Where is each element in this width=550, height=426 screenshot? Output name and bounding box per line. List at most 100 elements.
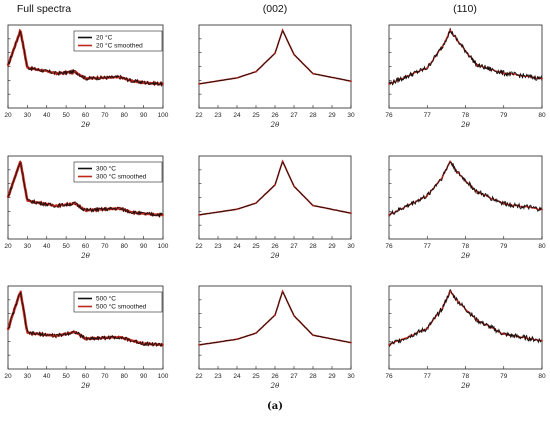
x-tick-label: 23 <box>214 112 222 119</box>
x-tick-label: 29 <box>328 243 336 250</box>
data-point <box>236 77 238 79</box>
series-line-smoothed <box>198 159 352 216</box>
x-tick-label: 23 <box>214 373 222 380</box>
x-tick-label: 77 <box>424 243 432 250</box>
x-tick-label: 27 <box>290 112 298 119</box>
x-tick-label: 29 <box>328 373 336 380</box>
data-point <box>55 72 58 75</box>
data-point <box>198 83 200 85</box>
x-tick-label: 28 <box>309 373 317 380</box>
data-point <box>118 207 121 210</box>
data-point <box>456 171 459 174</box>
x-tick-label: 80 <box>538 112 546 119</box>
x-tick-label: 78 <box>462 243 470 250</box>
data-point <box>198 214 200 216</box>
x-tick-label: 90 <box>140 243 148 250</box>
x-tick-label: 78 <box>462 373 470 380</box>
x-tick-label: 100 <box>158 112 169 119</box>
x-tick-label: 25 <box>252 243 260 250</box>
x-tick-label: 27 <box>290 373 298 380</box>
data-point <box>476 191 478 193</box>
column-title-002: (002) <box>263 3 288 15</box>
x-tick-label: 80 <box>121 112 129 119</box>
x-axis-label: 2θ <box>80 252 90 260</box>
data-point <box>255 70 257 73</box>
data-point <box>426 327 429 330</box>
data-point <box>198 344 200 346</box>
data-point <box>312 72 314 75</box>
x-tick-label: 100 <box>158 243 169 250</box>
data-point <box>441 45 444 48</box>
x-tick-label: 76 <box>385 112 393 119</box>
x-tick-label: 20 <box>4 243 12 250</box>
x-tick-label: 29 <box>328 112 336 119</box>
data-point <box>281 290 284 293</box>
x-tick-label: 60 <box>82 112 90 119</box>
data-point <box>274 52 276 55</box>
series-line-raw <box>388 28 543 86</box>
data-point <box>131 80 133 82</box>
data-point <box>449 160 452 163</box>
x-tick-label: 40 <box>43 243 51 250</box>
panel-6: 76 77 78 79 80 2θ <box>385 155 546 260</box>
legend-box <box>73 161 163 183</box>
data-point <box>142 342 145 345</box>
data-point <box>7 328 9 331</box>
data-point <box>456 40 459 42</box>
x-tick-label: 80 <box>121 373 129 380</box>
x-tick-label: 80 <box>538 373 546 380</box>
x-tick-label: 27 <box>290 243 298 250</box>
data-point <box>162 344 164 346</box>
data-point <box>456 300 459 303</box>
x-tick-label: 30 <box>24 112 32 119</box>
x-tick-label: 30 <box>347 373 355 380</box>
data-point <box>84 337 87 340</box>
x-tick-label: 79 <box>500 112 508 119</box>
plot-frame <box>198 285 352 370</box>
x-tick-label: 90 <box>140 373 148 380</box>
data-point <box>388 83 390 85</box>
x-tick-label: 28 <box>309 243 317 250</box>
series-line-smoothed <box>198 289 352 346</box>
legend-label: 500 °C <box>96 295 116 303</box>
panel-5: 22 23 24 25 26 27 28 29 30 2θ <box>195 155 355 260</box>
data-point <box>52 71 55 74</box>
x-tick-label: 78 <box>462 112 470 119</box>
data-point <box>541 339 543 342</box>
data-point <box>26 332 29 334</box>
data-point <box>293 185 295 188</box>
series-line-raw <box>199 290 352 346</box>
x-tick-label: 20 <box>4 373 12 380</box>
data-point <box>19 160 22 163</box>
x-tick-label: 24 <box>233 373 241 380</box>
data-point <box>541 77 543 80</box>
series-line-raw <box>388 288 543 348</box>
data-point <box>26 66 29 69</box>
x-tick-label: 60 <box>82 373 90 380</box>
x-tick-label: 26 <box>271 243 279 250</box>
data-point <box>350 341 352 344</box>
x-tick-label: 40 <box>43 373 51 380</box>
x-tick-label: 76 <box>385 373 393 380</box>
x-tick-label: 80 <box>538 243 546 250</box>
data-point <box>293 53 295 56</box>
plot-frame <box>388 155 543 240</box>
data-point <box>502 72 505 75</box>
x-tick-label: 22 <box>195 112 203 119</box>
data-point <box>426 66 429 69</box>
plot-frame <box>388 24 543 109</box>
x-tick-label: 100 <box>158 373 169 380</box>
data-point <box>312 204 314 207</box>
x-tick-label: 76 <box>385 243 393 250</box>
data-point <box>162 83 164 85</box>
data-point <box>118 336 121 338</box>
column-title-110: (110) <box>453 3 477 15</box>
plot-frame <box>198 155 352 240</box>
x-tick-label: 30 <box>24 373 32 380</box>
data-point <box>162 214 164 216</box>
data-point <box>449 290 452 293</box>
x-tick-label: 25 <box>252 373 260 380</box>
x-tick-label: 50 <box>63 243 71 250</box>
x-tick-label: 77 <box>424 112 432 119</box>
